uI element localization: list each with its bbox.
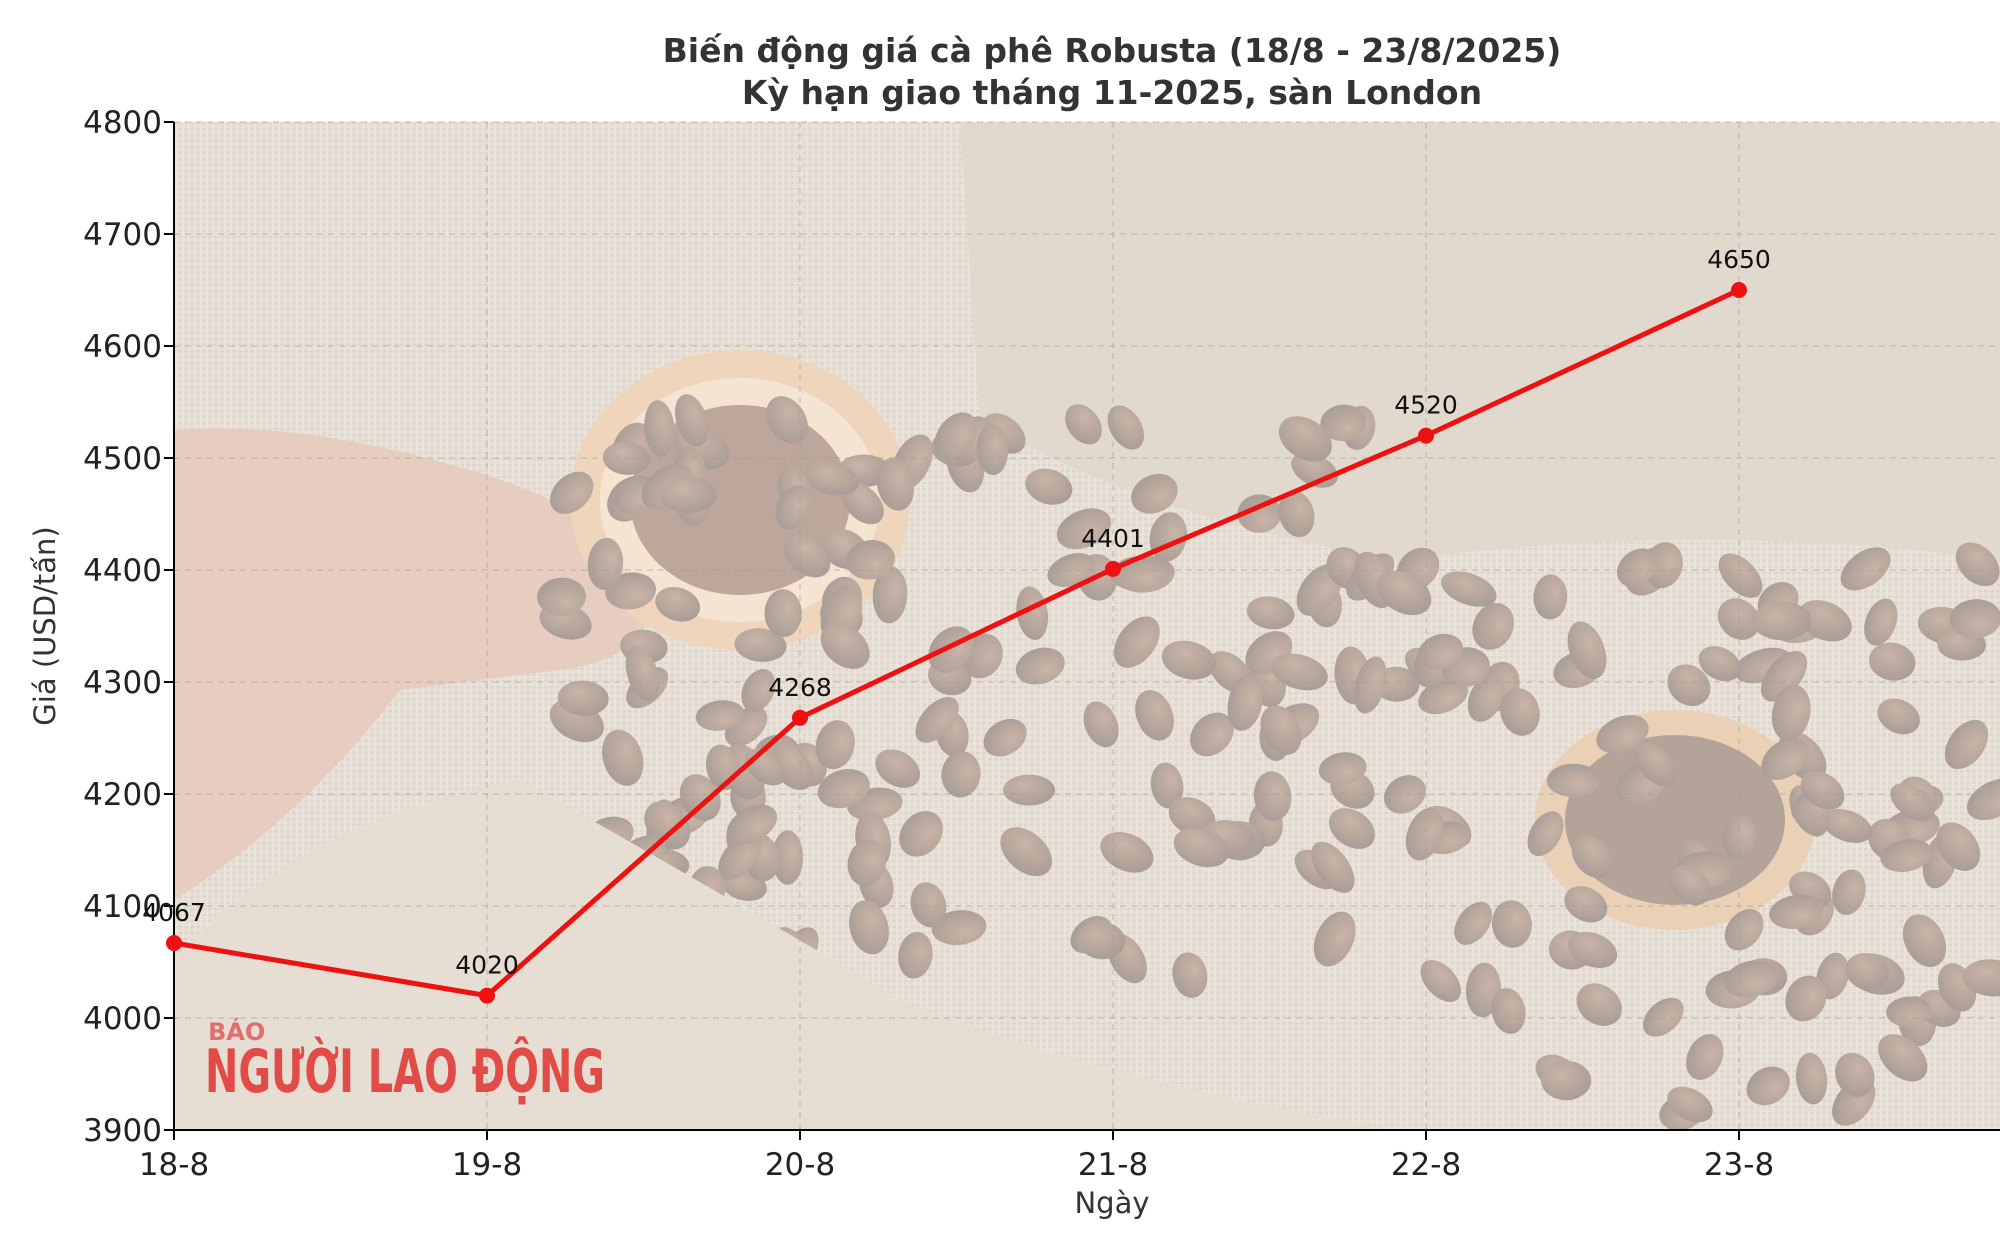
x-tick-label: 20-8 bbox=[765, 1147, 835, 1183]
y-tick-label: 4400 bbox=[83, 553, 162, 589]
y-tick-label: 3900 bbox=[83, 1113, 162, 1149]
y-tick-label: 4100 bbox=[83, 889, 162, 925]
series-line bbox=[173, 287, 1741, 999]
y-tick-label: 4600 bbox=[83, 329, 162, 365]
data-point bbox=[1731, 282, 1747, 298]
y-axis-label: Giá (USD/tấn) bbox=[28, 526, 62, 725]
data-label: 4650 bbox=[1707, 245, 1771, 274]
data-point bbox=[479, 987, 495, 1004]
x-tick-label: 18-8 bbox=[139, 1147, 209, 1183]
data-label: 4401 bbox=[1081, 524, 1145, 553]
chart-title: Biến động giá cà phê Robusta (18/8 - 23/… bbox=[663, 31, 1562, 70]
data-label: 4020 bbox=[455, 951, 519, 980]
y-tick-label: 4800 bbox=[83, 105, 162, 141]
y-tick-label: 4000 bbox=[83, 1001, 162, 1037]
data-point bbox=[166, 935, 182, 951]
chart-subtitle: Kỳ hạn giao tháng 11-2025, sàn London bbox=[742, 73, 1482, 112]
x-tick-label: 23-8 bbox=[1704, 1147, 1774, 1183]
watermark-big-text: NGƯỜI LAO ĐỘNG bbox=[205, 1036, 605, 1107]
x-tick-label: 19-8 bbox=[452, 1147, 522, 1183]
y-tick-label: 4200 bbox=[83, 777, 162, 813]
data-label: 4067 bbox=[142, 898, 206, 927]
x-tick-label: 22-8 bbox=[1391, 1147, 1461, 1183]
watermark-logo: BÁO NGƯỜI LAO ĐỘNG bbox=[205, 1017, 605, 1107]
y-tick-label: 4300 bbox=[83, 665, 162, 701]
data-point bbox=[1105, 560, 1121, 577]
data-point bbox=[1418, 427, 1434, 444]
y-tick-label: 4700 bbox=[83, 217, 162, 253]
data-label: 4520 bbox=[1394, 391, 1458, 420]
watermark-small-text: BÁO bbox=[208, 1017, 265, 1046]
data-label: 4268 bbox=[768, 673, 832, 702]
x-ticks: 18-8 19-8 20-8 21-8 22-8 23-8 bbox=[139, 1130, 1774, 1183]
series-price: 4067 4020 4268 4401 4520 4650 bbox=[142, 245, 1771, 1004]
background-photo bbox=[174, 122, 2000, 1130]
x-axis-label: Ngày bbox=[1074, 1186, 1149, 1220]
y-ticks: 3900 4000 4100 4200 4300 4400 4500 4600 4700 4800 bbox=[83, 105, 174, 1149]
x-tick-label: 21-8 bbox=[1078, 1147, 1148, 1183]
y-tick-label: 4500 bbox=[83, 441, 162, 477]
data-point bbox=[792, 709, 808, 726]
